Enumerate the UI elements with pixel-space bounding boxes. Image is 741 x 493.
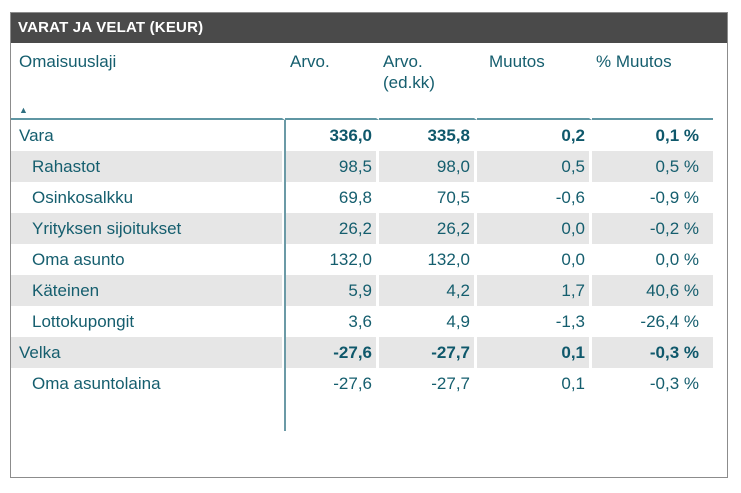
row-label: Lottokupongit xyxy=(11,306,285,337)
cell-arvo: 336,0 xyxy=(285,120,379,151)
table-row-lottokupongit[interactable]: Lottokupongit 3,6 4,9 -1,3 -26,4 % xyxy=(11,306,713,337)
cell-arvo: 26,2 xyxy=(285,213,379,244)
table-row-osinkosalkku[interactable]: Osinkosalkku 69,8 70,5 -0,6 -0,9 % xyxy=(11,182,713,213)
cell-arvo: 132,0 xyxy=(285,244,379,275)
table-row-yrityksen-sijoitukset[interactable]: Yrityksen sijoitukset 26,2 26,2 0,0 -0,2… xyxy=(11,213,713,244)
column-header-label: Arvo. xyxy=(290,52,330,71)
column-header-label: Omaisuuslaji xyxy=(19,52,117,71)
table-row-oma-asuntolaina[interactable]: Oma asuntolaina -27,6 -27,7 0,1 -0,3 % xyxy=(11,368,713,399)
cell-pct-muutos: 0,5 % xyxy=(592,151,713,182)
row-label: Rahastot xyxy=(11,151,285,182)
cell-arvo-edkk: 98,0 xyxy=(379,151,477,182)
header-row: Omaisuuslaji ▲ Arvo. Arvo. (ed.kk) Muuto… xyxy=(11,43,713,120)
cell-arvo: 5,9 xyxy=(285,275,379,306)
cell-arvo-edkk: -27,7 xyxy=(379,337,477,368)
cell-pct-muutos: -0,3 % xyxy=(649,374,699,393)
cell-muutos: 0,0 xyxy=(477,244,592,275)
cell-pct-muutos: -26,4 % xyxy=(640,312,699,331)
data-table: Omaisuuslaji ▲ Arvo. Arvo. (ed.kk) Muuto… xyxy=(11,43,713,399)
cell-arvo-edkk: -27,7 xyxy=(379,368,477,399)
cell-arvo-edkk: 335,8 xyxy=(379,120,477,151)
column-header-label: Muutos xyxy=(489,52,545,71)
table-container: Omaisuuslaji ▲ Arvo. Arvo. (ed.kk) Muuto… xyxy=(11,43,713,399)
table-row-vara[interactable]: Vara 336,0 335,8 0,2 0,1 % xyxy=(11,120,713,151)
cell-muutos: -1,3 xyxy=(477,306,592,337)
column-divider-line xyxy=(284,120,286,431)
row-label: Osinkosalkku xyxy=(11,182,285,213)
visual-title: VARAT JA VELAT (KEUR) xyxy=(11,13,727,43)
cell-muutos: -0,6 xyxy=(477,182,592,213)
cell-muutos: 0,0 xyxy=(477,213,592,244)
cell-arvo: -27,6 xyxy=(285,337,379,368)
cell-pct-muutos: -0,9 % xyxy=(649,188,699,207)
cell-arvo-edkk: 132,0 xyxy=(379,244,477,275)
cell-muutos: 0,1 xyxy=(477,337,592,368)
table-row-oma-asunto[interactable]: Oma asunto 132,0 132,0 0,0 0,0 % xyxy=(11,244,713,275)
column-header-arvo-edkk[interactable]: Arvo. (ed.kk) xyxy=(379,43,477,120)
cell-arvo-edkk: 4,2 xyxy=(379,275,477,306)
column-header-muutos[interactable]: Muutos xyxy=(477,43,592,120)
row-label: Velka xyxy=(11,337,285,368)
cell-arvo-edkk: 70,5 xyxy=(379,182,477,213)
cell-arvo: 69,8 xyxy=(285,182,379,213)
table-row-rahastot[interactable]: Rahastot 98,5 98,0 0,5 0,5 % xyxy=(11,151,713,182)
cell-muutos: 1,7 xyxy=(477,275,592,306)
column-header-arvo[interactable]: Arvo. xyxy=(285,43,379,120)
cell-muutos: 0,1 xyxy=(477,368,592,399)
column-header-label: Arvo. (ed.kk) xyxy=(383,52,435,92)
column-header-label: % Muutos xyxy=(596,52,672,71)
cell-arvo: -27,6 xyxy=(285,368,379,399)
cell-arvo-edkk: 26,2 xyxy=(379,213,477,244)
cell-muutos: 0,2 xyxy=(477,120,592,151)
table-row-kateinen[interactable]: Käteinen 5,9 4,2 1,7 40,6 % xyxy=(11,275,713,306)
column-header-omaisuuslaji[interactable]: Omaisuuslaji ▲ xyxy=(11,43,285,120)
cell-pct-muutos: 40,6 % xyxy=(592,275,713,306)
cell-arvo-edkk: 4,9 xyxy=(379,306,477,337)
row-label: Käteinen xyxy=(11,275,285,306)
sort-ascending-icon: ▲ xyxy=(19,105,28,115)
cell-pct-muutos: 0,1 % xyxy=(655,126,699,145)
row-label: Yrityksen sijoitukset xyxy=(11,213,285,244)
cell-muutos: 0,5 xyxy=(477,151,592,182)
table-visual: VARAT JA VELAT (KEUR) Omaisuuslaji ▲ Arv… xyxy=(10,12,728,478)
row-label: Oma asunto xyxy=(11,244,285,275)
cell-arvo: 98,5 xyxy=(285,151,379,182)
row-label: Oma asuntolaina xyxy=(11,368,285,399)
table-row-velka[interactable]: Velka -27,6 -27,7 0,1 -0,3 % xyxy=(11,337,713,368)
cell-pct-muutos: -0,3 % xyxy=(592,337,713,368)
row-label: Vara xyxy=(11,120,285,151)
cell-pct-muutos: 0,0 % xyxy=(655,250,699,269)
column-header-pct-muutos[interactable]: % Muutos xyxy=(592,43,713,120)
cell-arvo: 3,6 xyxy=(285,306,379,337)
cell-pct-muutos: -0,2 % xyxy=(592,213,713,244)
